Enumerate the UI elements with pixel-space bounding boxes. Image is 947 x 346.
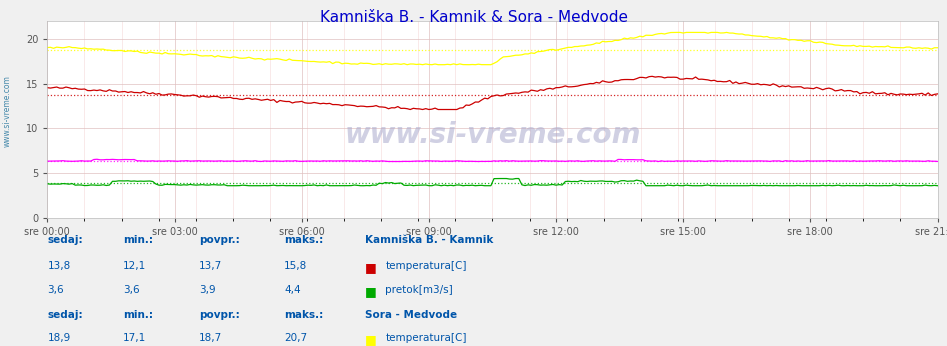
Text: 3,9: 3,9 xyxy=(199,285,216,295)
Text: 18,9: 18,9 xyxy=(47,333,71,343)
Text: www.si-vreme.com: www.si-vreme.com xyxy=(3,75,12,147)
Text: ■: ■ xyxy=(365,285,376,299)
Text: maks.:: maks.: xyxy=(284,310,323,320)
Text: 13,7: 13,7 xyxy=(199,261,223,271)
Text: ■: ■ xyxy=(365,333,376,346)
Text: 13,8: 13,8 xyxy=(47,261,71,271)
Text: min.:: min.: xyxy=(123,235,153,245)
Text: povpr.:: povpr.: xyxy=(199,310,240,320)
Text: sedaj:: sedaj: xyxy=(47,235,83,245)
Text: sedaj:: sedaj: xyxy=(47,310,83,320)
Text: ■: ■ xyxy=(365,261,376,274)
Text: min.:: min.: xyxy=(123,310,153,320)
Text: www.si-vreme.com: www.si-vreme.com xyxy=(344,121,641,149)
Text: 15,8: 15,8 xyxy=(284,261,308,271)
Text: 17,1: 17,1 xyxy=(123,333,147,343)
Text: Kamniška B. - Kamnik: Kamniška B. - Kamnik xyxy=(365,235,493,245)
Text: 12,1: 12,1 xyxy=(123,261,147,271)
Text: 20,7: 20,7 xyxy=(284,333,307,343)
Text: Kamniška B. - Kamnik & Sora - Medvode: Kamniška B. - Kamnik & Sora - Medvode xyxy=(319,10,628,25)
Text: temperatura[C]: temperatura[C] xyxy=(385,261,467,271)
Text: povpr.:: povpr.: xyxy=(199,235,240,245)
Text: maks.:: maks.: xyxy=(284,235,323,245)
Text: pretok[m3/s]: pretok[m3/s] xyxy=(385,285,454,295)
Text: temperatura[C]: temperatura[C] xyxy=(385,333,467,343)
Text: Sora - Medvode: Sora - Medvode xyxy=(365,310,456,320)
Text: 18,7: 18,7 xyxy=(199,333,223,343)
Text: 3,6: 3,6 xyxy=(123,285,140,295)
Text: 4,4: 4,4 xyxy=(284,285,301,295)
Text: 3,6: 3,6 xyxy=(47,285,64,295)
